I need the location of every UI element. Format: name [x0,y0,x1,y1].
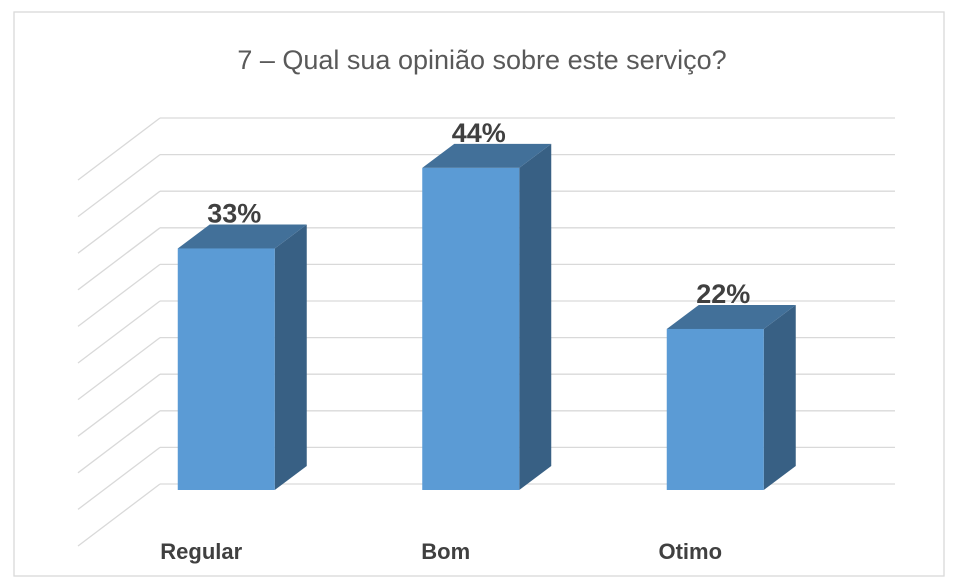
side-grid-line [77,227,161,291]
side-grid-line [77,117,161,181]
bar-side [763,304,796,490]
side-grid-line [77,410,161,474]
chart-title: 7 – Qual sua opinião sobre este serviço? [237,45,726,75]
bar [422,167,520,491]
data-label: 33% [207,199,261,229]
bar-side [274,224,307,490]
side-grid-line [77,337,161,401]
bar [177,248,275,490]
side-grid-line [77,483,161,547]
x-tick-label: Bom [421,539,470,564]
data-label: 22% [696,279,750,309]
bar-side [519,143,552,491]
bar [666,328,764,490]
side-grid-line [77,263,161,327]
side-grid-line [77,154,161,218]
bar-top [177,224,307,249]
side-grid-line [77,373,161,437]
x-tick-label: Otimo [658,539,722,564]
x-tick-label: Regular [160,539,242,564]
data-label: 44% [452,118,506,148]
bar-top [666,304,796,329]
bar-top [422,143,552,168]
side-grid-line [77,190,161,254]
side-grid-line [77,446,161,510]
side-grid-line [77,300,161,364]
